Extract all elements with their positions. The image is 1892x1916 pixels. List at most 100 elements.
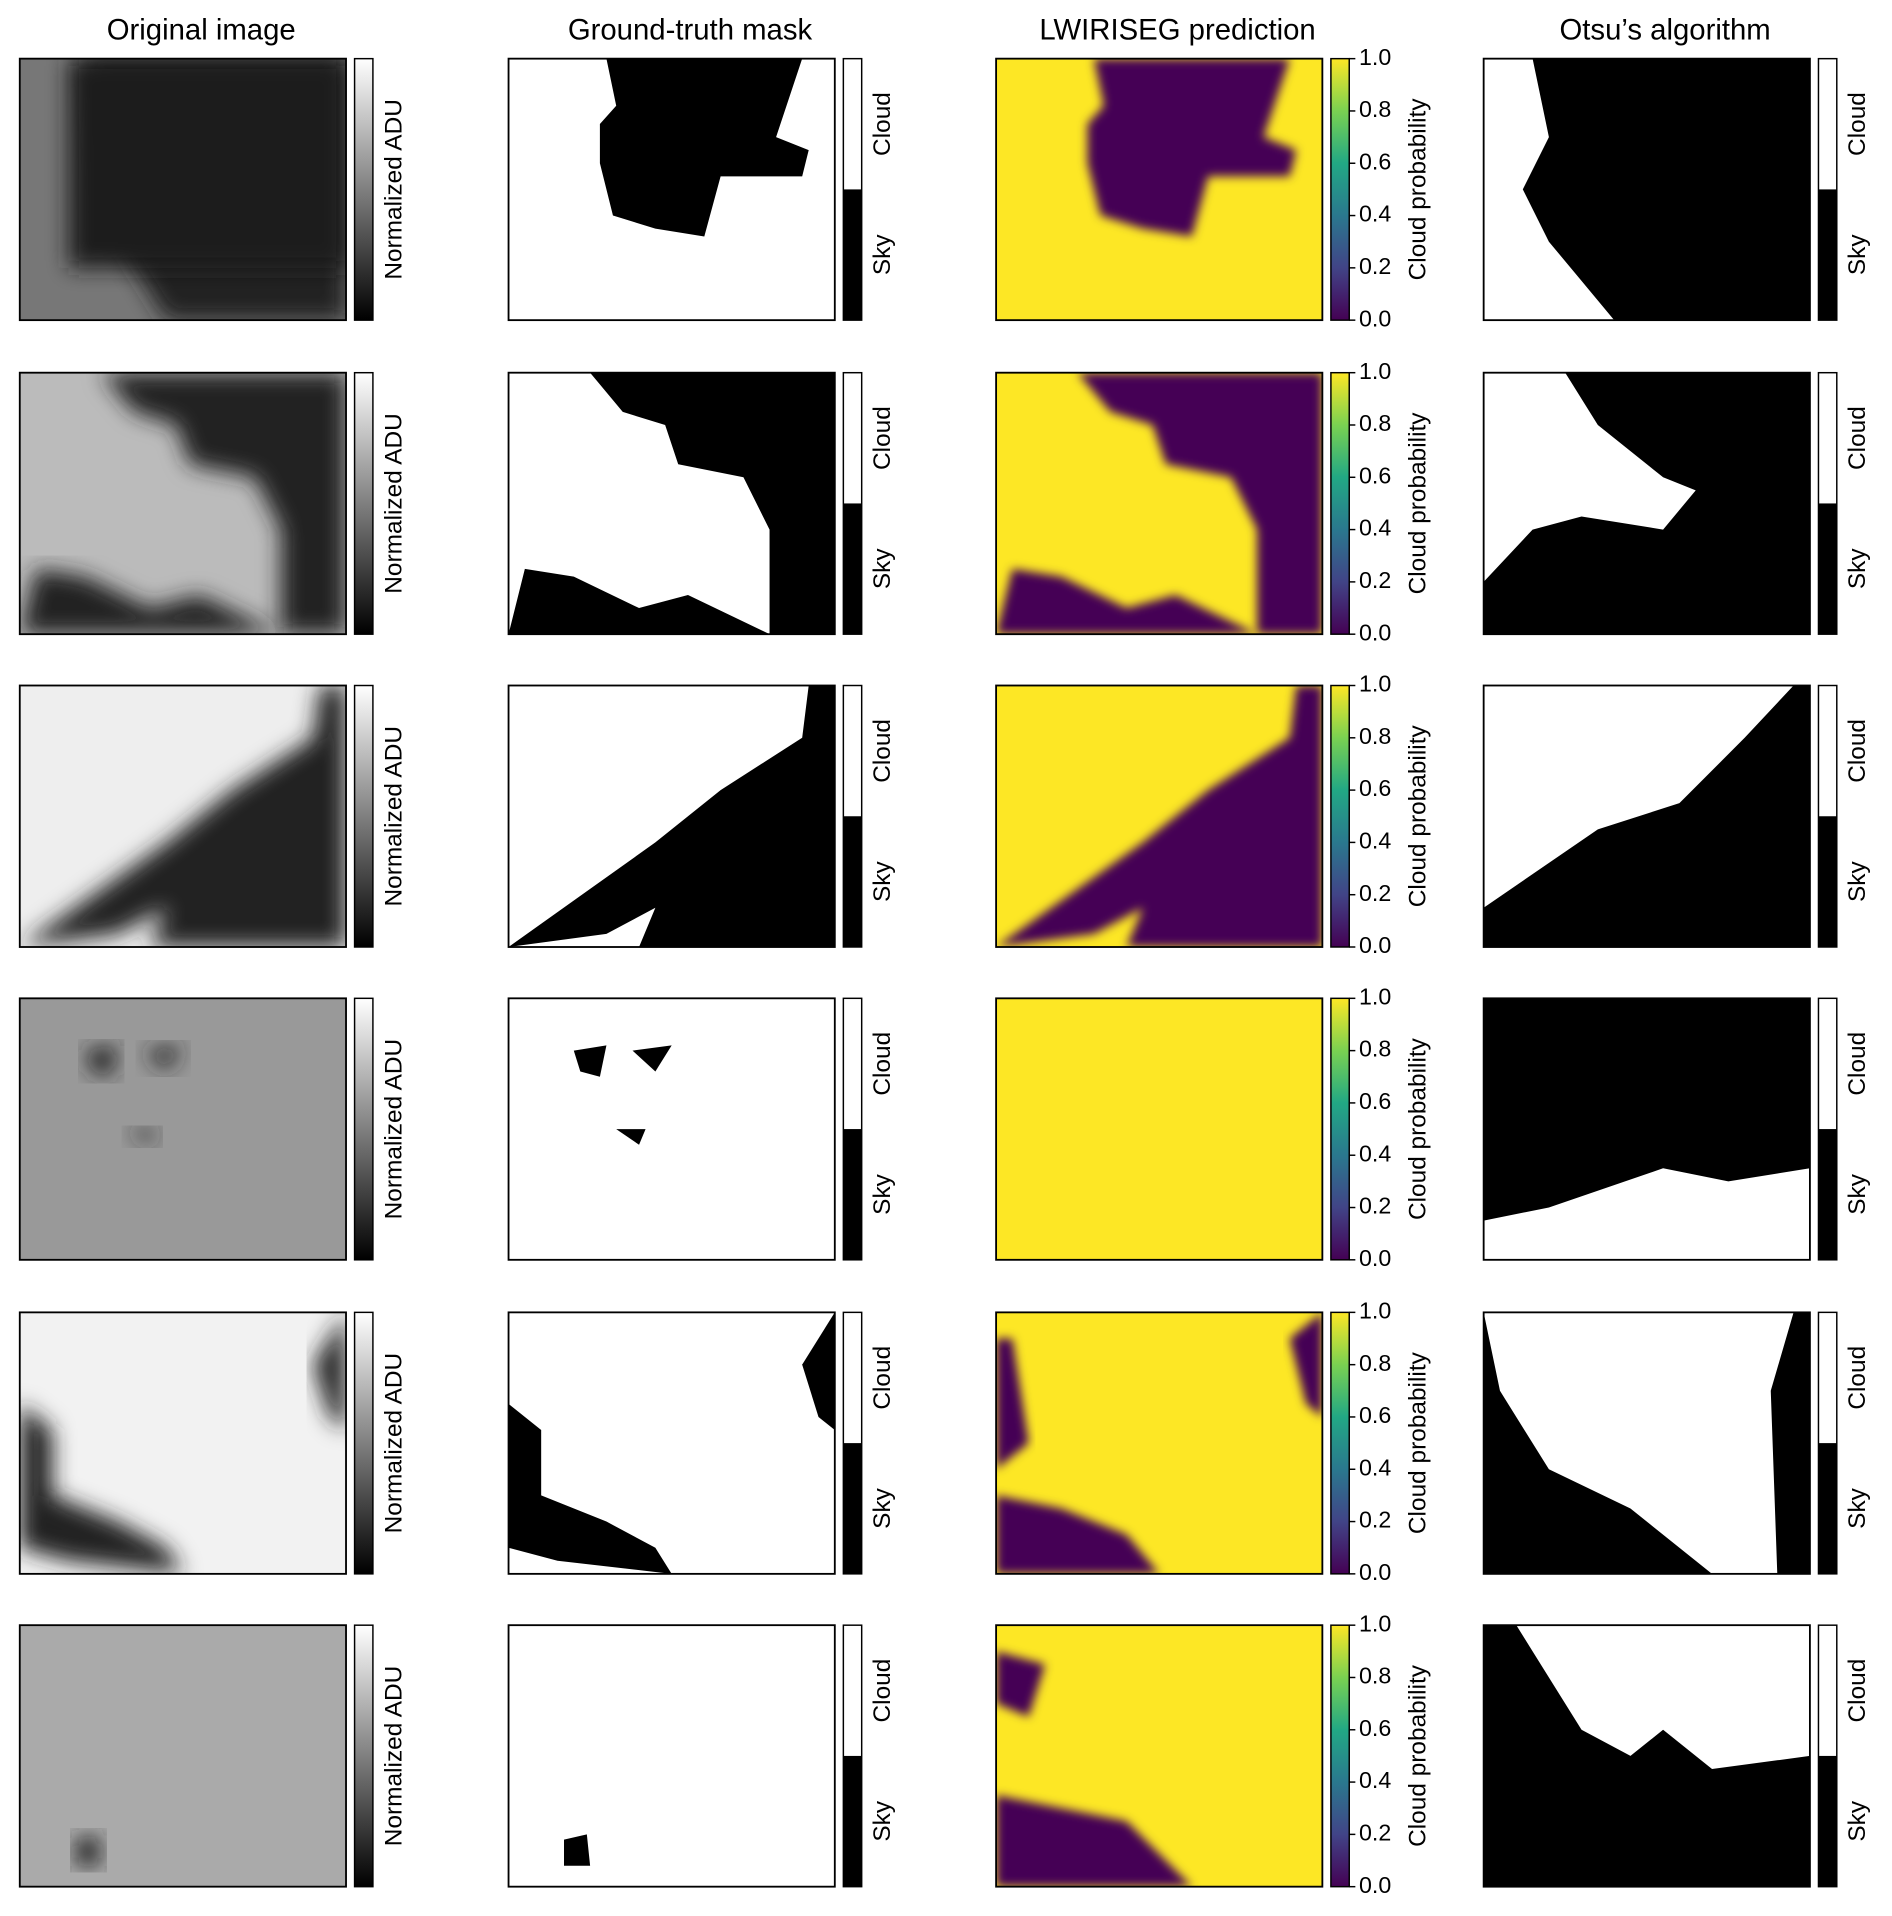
colorbar-label: Normalized ADU bbox=[380, 1039, 407, 1220]
image-frame bbox=[995, 57, 1324, 322]
image-dark bbox=[127, 1129, 157, 1145]
image-dark bbox=[313, 1312, 347, 1431]
mask-sky bbox=[590, 372, 835, 635]
colorbar-tick-label: 0.2 bbox=[1359, 880, 1391, 906]
image-frame bbox=[18, 684, 347, 948]
colorbar bbox=[353, 684, 374, 948]
colorbar bbox=[1817, 57, 1838, 321]
colorbar-tick-label: Sky bbox=[1844, 1173, 1871, 1215]
pred-sky bbox=[996, 1651, 1046, 1717]
image bbox=[19, 1625, 347, 1887]
colorbar bbox=[842, 684, 863, 948]
colorbar-cloud bbox=[843, 1625, 862, 1756]
colorbar-tick-label: 0.0 bbox=[1359, 932, 1391, 958]
colorbar-tick-label: Sky bbox=[1844, 234, 1871, 276]
image-frame bbox=[1482, 371, 1811, 636]
image-frame bbox=[1482, 1311, 1811, 1575]
colorbar-sky bbox=[1818, 1129, 1837, 1260]
colorbar-tick-label: Sky bbox=[869, 1173, 896, 1215]
colorbar bbox=[1330, 1624, 1350, 1888]
image bbox=[19, 372, 347, 635]
colorbar-label: Cloud probability bbox=[1404, 1351, 1431, 1534]
colorbar-tick-label: 1.0 bbox=[1359, 44, 1391, 70]
image bbox=[1483, 998, 1810, 1260]
colorbar-label: Normalized ADU bbox=[380, 99, 407, 280]
colorbar-sky bbox=[1818, 1443, 1837, 1574]
pred-sky bbox=[1087, 58, 1297, 237]
image-dark bbox=[85, 1045, 118, 1077]
image-frame bbox=[507, 997, 836, 1261]
colorbar-tick-label: 0.8 bbox=[1359, 96, 1391, 122]
colorbar-tick-label: 1.0 bbox=[1359, 983, 1391, 1009]
colorbar-tick-label: 0.6 bbox=[1359, 1715, 1391, 1741]
image-dark bbox=[75, 1834, 102, 1866]
colorbar bbox=[353, 1624, 374, 1888]
image bbox=[996, 1312, 1323, 1574]
colorbar-tick-label: Cloud bbox=[1844, 1659, 1871, 1723]
colorbar-tick-label: Cloud bbox=[869, 406, 896, 470]
colorbar-tick-label: 0.2 bbox=[1359, 1193, 1391, 1219]
colorbar-label: Cloud probability bbox=[1404, 725, 1431, 908]
colorbar bbox=[1330, 371, 1350, 635]
colorbar-sky bbox=[1818, 503, 1837, 635]
colorbar-tick-label: 0.4 bbox=[1359, 515, 1391, 541]
colorbar-tick-label: Sky bbox=[869, 860, 896, 902]
colorbar-tick-label: 0.0 bbox=[1359, 305, 1391, 331]
colorbar-tick-label: 0.0 bbox=[1359, 1559, 1391, 1585]
colorbar-tick-label: 0.4 bbox=[1359, 1767, 1391, 1793]
colorbar-tick-label: Sky bbox=[1844, 1487, 1871, 1529]
colorbar bbox=[353, 371, 374, 635]
mask-sky bbox=[599, 58, 809, 237]
mask-sky bbox=[508, 568, 770, 635]
colorbar bbox=[1330, 1311, 1350, 1575]
colorbar-tick-label: Cloud bbox=[1844, 1032, 1871, 1096]
image bbox=[508, 58, 835, 321]
colorbar-tick-label: Cloud bbox=[869, 1032, 896, 1096]
mask-sky bbox=[508, 685, 835, 948]
image-bg bbox=[19, 998, 347, 1260]
colorbar-tick-label: Sky bbox=[1844, 1800, 1871, 1842]
colorbar-tick-label: 1.0 bbox=[1359, 671, 1391, 697]
colorbar-tick-label: Sky bbox=[1844, 860, 1871, 902]
column-title: Otsu’s algorithm bbox=[1559, 14, 1770, 47]
colorbar-cloud bbox=[1818, 1312, 1837, 1444]
colorbar-tick-label: 0.6 bbox=[1359, 148, 1391, 174]
colorbar-tick-label: 0.2 bbox=[1359, 1507, 1391, 1533]
image bbox=[996, 1625, 1323, 1887]
mask-sky bbox=[632, 1045, 672, 1072]
pred-sky bbox=[996, 1495, 1160, 1574]
colorbar-tick-label: 0.8 bbox=[1359, 1036, 1391, 1062]
image-frame bbox=[507, 684, 836, 948]
otsu-cloud bbox=[1483, 1312, 1794, 1574]
colorbar-cloud bbox=[1818, 685, 1837, 817]
colorbar-tick-label: Sky bbox=[869, 1800, 896, 1842]
colorbar bbox=[1817, 1311, 1838, 1575]
colorbar bbox=[353, 57, 374, 321]
colorbar-label: Normalized ADU bbox=[380, 726, 407, 907]
colorbar-tick-label: 0.8 bbox=[1359, 1663, 1391, 1689]
image bbox=[508, 1312, 835, 1574]
image-frame bbox=[18, 371, 347, 636]
image-frame bbox=[507, 1624, 836, 1888]
colorbar bbox=[842, 57, 863, 321]
colorbar bbox=[842, 371, 863, 635]
colorbar bbox=[1330, 997, 1350, 1261]
colorbar-cloud bbox=[843, 1312, 862, 1444]
image bbox=[508, 998, 835, 1260]
image bbox=[1483, 58, 1810, 321]
image-frame bbox=[18, 57, 347, 322]
colorbar bbox=[842, 1624, 863, 1888]
colorbar bbox=[353, 997, 374, 1261]
image-frame bbox=[995, 1311, 1324, 1575]
colorbar-tick-label: 0.6 bbox=[1359, 775, 1391, 801]
colorbar-sky bbox=[843, 1443, 862, 1574]
colorbar-label: Normalized ADU bbox=[380, 413, 407, 594]
pred-sky bbox=[1077, 372, 1323, 635]
colorbar bbox=[1817, 371, 1838, 635]
colorbar-cloud bbox=[843, 372, 862, 504]
colorbar-sky bbox=[1818, 1755, 1837, 1887]
colorbar-tick-label: Cloud bbox=[1844, 1346, 1871, 1410]
colorbar-cloud bbox=[1818, 1625, 1837, 1756]
colorbar-sky bbox=[1818, 816, 1837, 948]
